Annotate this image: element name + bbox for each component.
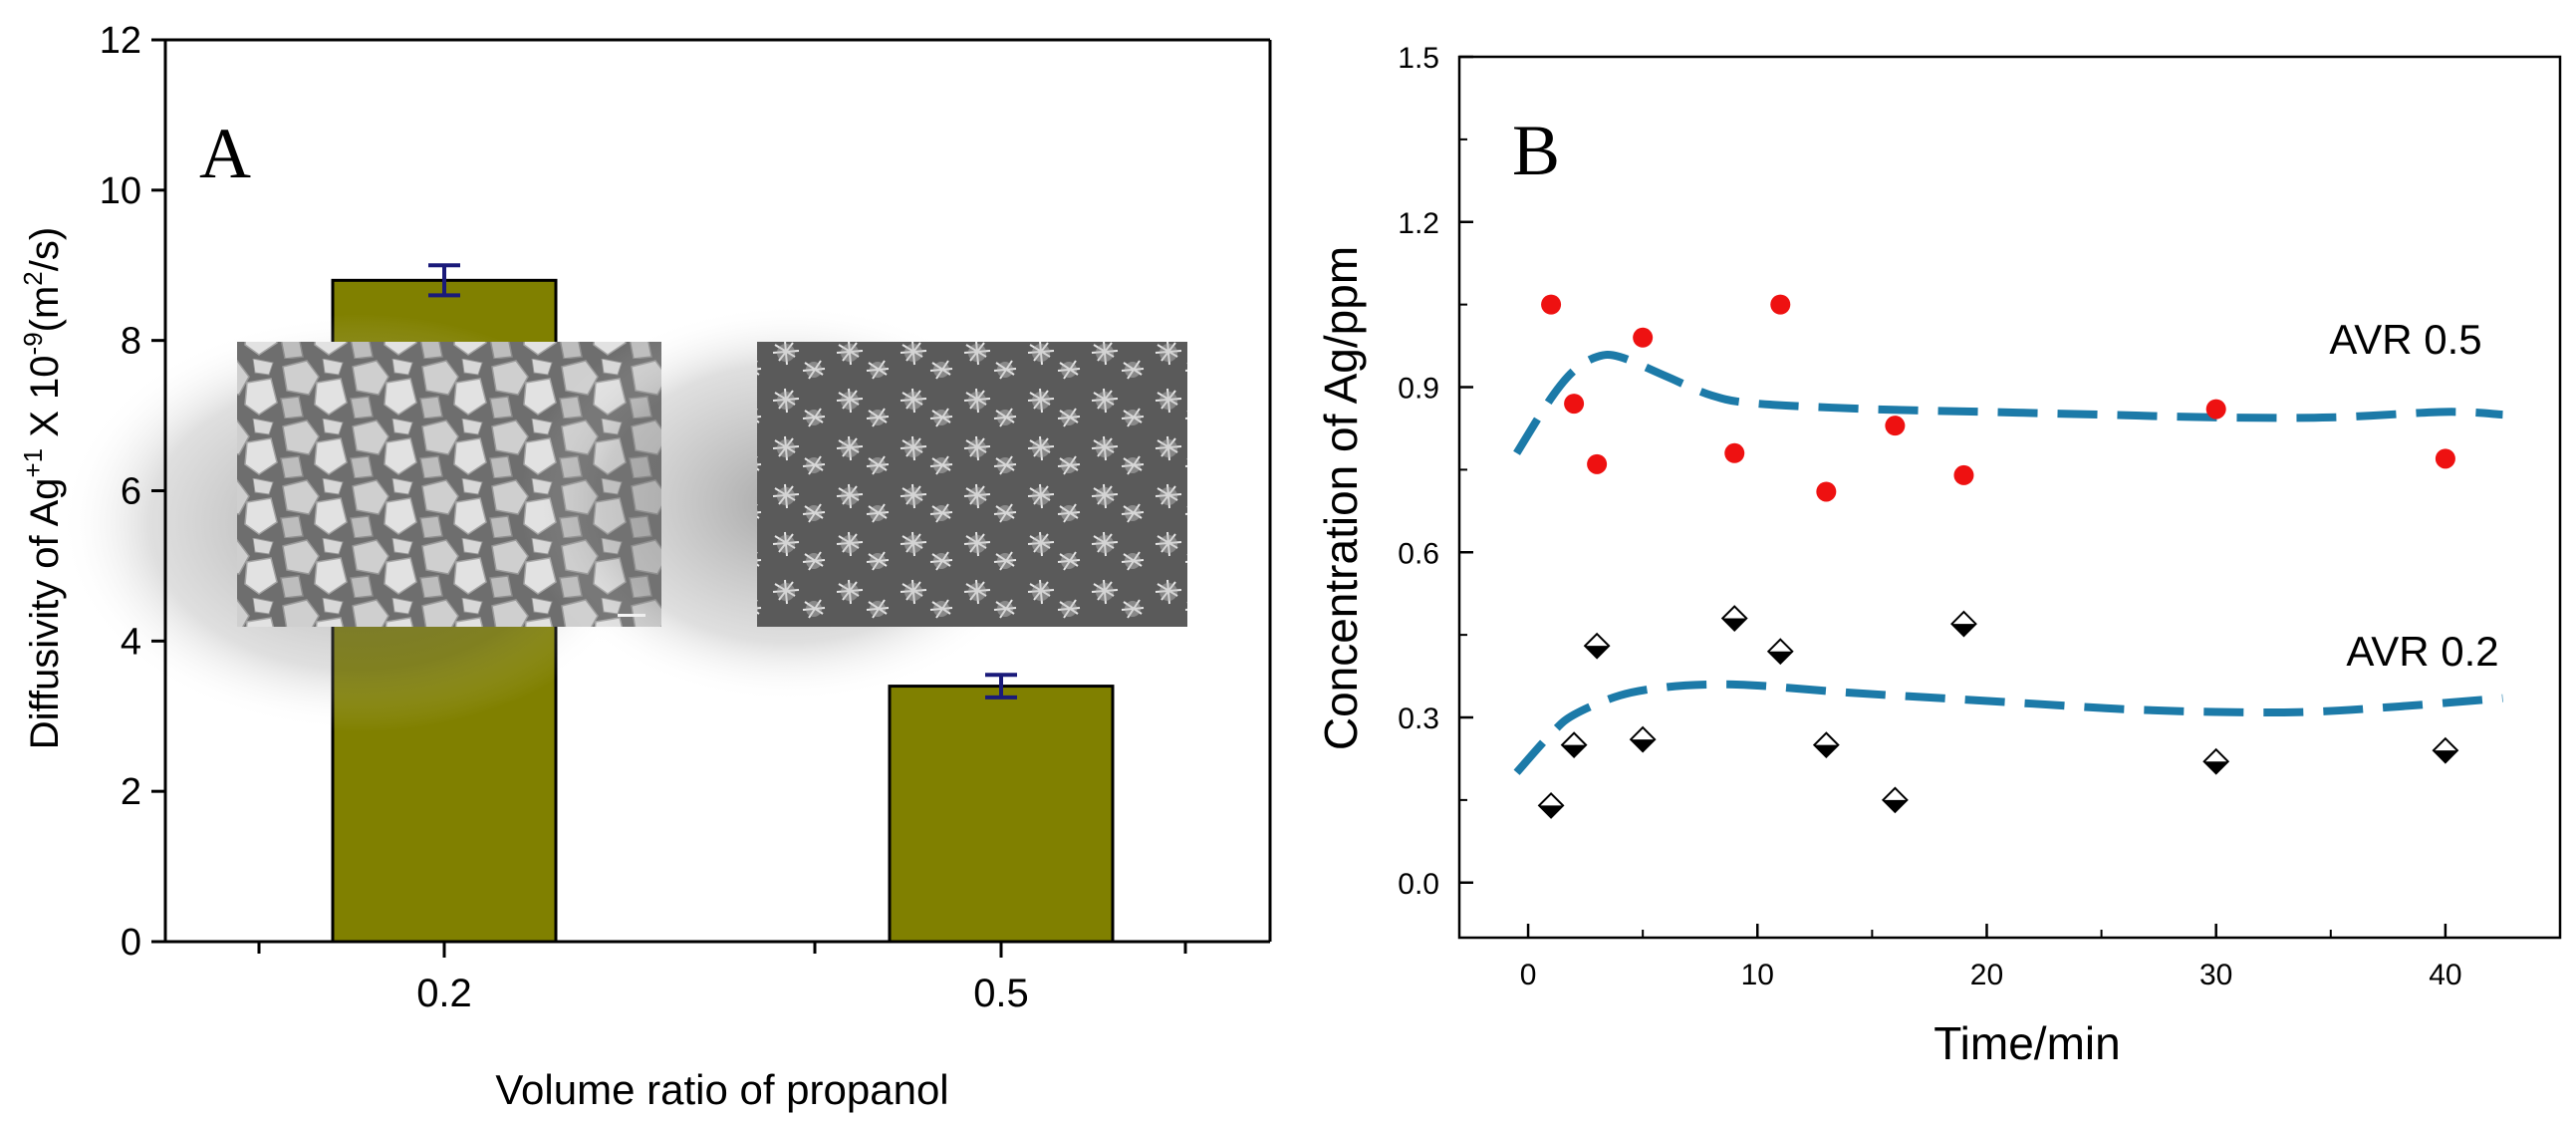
diamond-fill xyxy=(1814,744,1839,757)
sem-inset-right xyxy=(520,304,1187,702)
a-ytick-label: 8 xyxy=(121,321,141,363)
a-x-axis-title: Volume ratio of propanol xyxy=(495,1066,948,1113)
point-avr-0-2 xyxy=(2432,736,2459,764)
a-ytick-label: 12 xyxy=(100,20,141,62)
a-ytick-label: 4 xyxy=(121,621,141,663)
point-avr-0-2 xyxy=(1537,791,1565,819)
point-avr-0-2 xyxy=(1812,731,1840,759)
sem-inset-left xyxy=(60,314,661,732)
a-xtick-label: 0.2 xyxy=(416,972,472,1015)
a-y-axis-title: Diffusivity of Ag+1 X 10-9(m2/s) xyxy=(18,227,67,749)
bar-0.5 xyxy=(888,685,1115,944)
point-avr-0-2 xyxy=(1720,605,1748,632)
diamond-fill xyxy=(1585,646,1610,659)
a-xtick-label: 0.5 xyxy=(973,972,1029,1015)
point-avr-0-5 xyxy=(1633,327,1654,348)
panel-label-a: A xyxy=(199,114,251,193)
point-avr-0-5 xyxy=(1953,464,1974,485)
point-avr-0-5 xyxy=(1724,442,1745,463)
point-avr-0-2 xyxy=(1766,638,1794,666)
b-ytick-label: 1.5 xyxy=(1398,42,1439,75)
point-avr-0-5 xyxy=(1885,416,1906,436)
point-avr-0-5 xyxy=(1770,294,1791,315)
a-y-title-sup2: -9 xyxy=(18,332,48,355)
b-ytick-label: 1.2 xyxy=(1398,207,1439,240)
panel-b: 0.0 0.3 0.6 0.9 1.2 1.5 0 10 20 30 40 AVR 0.5 AVR … xyxy=(1315,42,2562,1069)
diamond-fill xyxy=(1768,651,1793,664)
trend-line-avr-0-2 xyxy=(1513,680,2503,775)
diamond-fill xyxy=(1883,799,1908,812)
b-y-axis-title: Concentration of Ag/ppm xyxy=(1315,246,1367,750)
b-ytick-label: 0.0 xyxy=(1398,868,1439,901)
error-bar-0.5 xyxy=(985,673,1017,700)
b-xtick-label: 30 xyxy=(2199,959,2232,991)
series-label-avr-0-5: AVR 0.5 xyxy=(2329,316,2481,363)
b-plot-frame xyxy=(1457,55,2562,940)
a-ytick-label: 6 xyxy=(121,471,141,513)
a-y-title-sup1: +1 xyxy=(18,448,48,478)
a-ytick-label: 2 xyxy=(121,771,141,813)
b-xtick-label: 40 xyxy=(2429,959,2461,991)
point-avr-0-2 xyxy=(1881,786,1909,814)
a-ytick-label: 10 xyxy=(100,170,141,212)
a-y-title-sup3: 2 xyxy=(18,271,48,285)
b-ytick-label: 0.6 xyxy=(1398,537,1439,570)
trend-line-avr-0-5 xyxy=(1513,351,2503,455)
point-avr-0-2 xyxy=(1950,610,1977,638)
point-avr-0-5 xyxy=(1541,294,1562,315)
point-avr-0-2 xyxy=(1629,725,1657,753)
point-avr-0-5 xyxy=(1564,394,1585,415)
a-y-title-tail: (m xyxy=(23,286,67,333)
b-xtick-label: 10 xyxy=(1741,959,1774,991)
diamond-fill xyxy=(1539,805,1564,818)
point-avr-0-2 xyxy=(1583,632,1611,660)
point-avr-0-2 xyxy=(1560,731,1588,759)
diamond-fill xyxy=(2433,750,2457,763)
b-x-axis-title: Time/min xyxy=(1933,1017,2120,1069)
b-ytick-label: 0.3 xyxy=(1398,702,1439,735)
point-avr-0-5 xyxy=(1816,481,1837,502)
diamond-fill xyxy=(1562,744,1587,757)
b-xtick-label: 0 xyxy=(1520,959,1537,991)
diamond-fill xyxy=(1722,618,1747,631)
point-avr-0-5 xyxy=(1587,453,1608,474)
a-ytick-label: 0 xyxy=(121,922,141,964)
point-avr-0-2 xyxy=(2202,747,2230,775)
a-y-title-mid: X 10 xyxy=(23,355,67,447)
a-y-title-end: /s) xyxy=(23,227,67,271)
series-label-avr-0-2: AVR 0.2 xyxy=(2346,628,2498,675)
diamond-fill xyxy=(1631,739,1656,752)
b-ytick-label: 0.9 xyxy=(1398,373,1439,406)
error-bar-0.2 xyxy=(428,263,460,298)
b-xtick-label: 20 xyxy=(1970,959,2003,991)
diamond-fill xyxy=(1951,624,1976,637)
a-y-title-base: Diffusivity of Ag xyxy=(23,478,67,750)
point-avr-0-5 xyxy=(2205,399,2226,420)
panel-a: 0 2 4 6 8 10 12 0.2 0.5 A Volume ratio of propa… xyxy=(18,20,1272,1113)
panel-label-b: B xyxy=(1512,111,1560,190)
point-avr-0-5 xyxy=(2435,448,2455,469)
diamond-fill xyxy=(2203,761,2228,774)
